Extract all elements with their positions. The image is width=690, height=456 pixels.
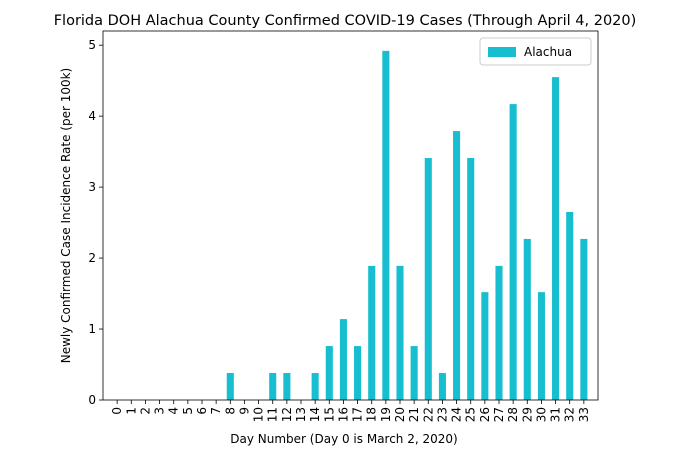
x-tick-label: 29	[520, 407, 534, 422]
x-tick-label: 2	[138, 407, 152, 415]
y-tick-label: 3	[88, 180, 96, 194]
x-tick-label: 18	[365, 407, 379, 422]
legend: Alachua	[479, 37, 592, 66]
bar-day-29	[523, 238, 531, 400]
x-tick-label: 25	[464, 407, 478, 422]
x-tick-label: 11	[266, 407, 280, 422]
x-tick-label: 20	[393, 407, 407, 422]
x-tick-label: 22	[421, 407, 435, 422]
legend-box	[479, 37, 592, 66]
y-tick-label: 4	[88, 109, 96, 123]
y-axis-label: Newly Confirmed Case Incidence Rate (per…	[59, 68, 73, 364]
x-tick-label: 3	[153, 407, 167, 415]
y-tick-label: 2	[88, 251, 96, 265]
y-tick-label: 1	[88, 322, 96, 336]
x-tick-label: 17	[351, 407, 365, 422]
bar-day-26	[481, 292, 489, 400]
x-tick-label: 15	[322, 407, 336, 422]
x-tick-label: 1	[124, 407, 138, 415]
y-ticks-group: 0 1 2 3 4 5	[88, 38, 103, 407]
bars-group	[226, 50, 588, 401]
x-tick-label: 23	[435, 407, 449, 422]
bar-day-15	[325, 346, 333, 400]
legend-label: Alachua	[524, 45, 572, 59]
bar-day-8	[226, 373, 234, 400]
x-tick-label: 8	[223, 407, 237, 415]
x-tick-label: 28	[506, 407, 520, 422]
chart-title: Florida DOH Alachua County Confirmed COV…	[54, 13, 637, 29]
bar-day-27	[495, 265, 503, 400]
y-tick-label: 0	[88, 393, 96, 407]
bar-day-30	[537, 292, 545, 400]
bar-day-23	[438, 373, 446, 400]
x-tick-label: 6	[195, 407, 209, 415]
plot-frame	[102, 30, 599, 401]
x-tick-label: 9	[237, 407, 251, 415]
bar-day-18	[368, 265, 376, 400]
x-axis-label: Day Number (Day 0 is March 2, 2020)	[230, 432, 457, 446]
bar-day-21	[410, 346, 418, 400]
x-tick-label: 33	[577, 407, 591, 422]
x-tick-label: 5	[181, 407, 195, 415]
x-ticks-group: 0 1 2 3 4 5 6 7 8 9 10 11 12 13 14 15 16 17 18 19 20 21 22 23 24…	[110, 400, 591, 422]
x-tick-label: 31	[549, 407, 563, 422]
bar-day-12	[283, 373, 291, 400]
bar-day-11	[269, 373, 277, 400]
x-tick-label: 12	[280, 407, 294, 422]
bar-day-20	[396, 265, 404, 400]
bar-day-28	[509, 104, 517, 400]
bar-day-33	[580, 238, 588, 400]
bar-day-25	[467, 158, 475, 400]
x-tick-label: 10	[252, 407, 266, 422]
bar-day-31	[552, 77, 560, 400]
y-tick-label: 5	[88, 38, 96, 52]
bar-day-19	[382, 50, 390, 401]
x-tick-label: 16	[336, 407, 350, 422]
bar-day-16	[339, 319, 347, 400]
bar-day-22	[424, 158, 432, 400]
x-tick-label: 30	[534, 407, 548, 422]
x-tick-label: 27	[492, 407, 506, 422]
x-tick-label: 21	[407, 407, 421, 422]
x-tick-label: 14	[308, 407, 322, 422]
x-tick-label: 4	[167, 407, 181, 415]
x-tick-label: 19	[379, 407, 393, 422]
x-tick-label: 24	[450, 407, 464, 422]
bar-day-32	[566, 211, 574, 400]
bar-day-24	[453, 131, 461, 400]
bar-day-17	[354, 346, 362, 400]
bar-day-14	[311, 373, 319, 400]
x-tick-label: 0	[110, 407, 124, 415]
x-tick-label: 32	[563, 407, 577, 422]
x-tick-label: 7	[209, 407, 223, 415]
x-tick-label: 26	[478, 407, 492, 422]
legend-swatch	[488, 47, 516, 57]
x-tick-label: 13	[294, 407, 308, 422]
